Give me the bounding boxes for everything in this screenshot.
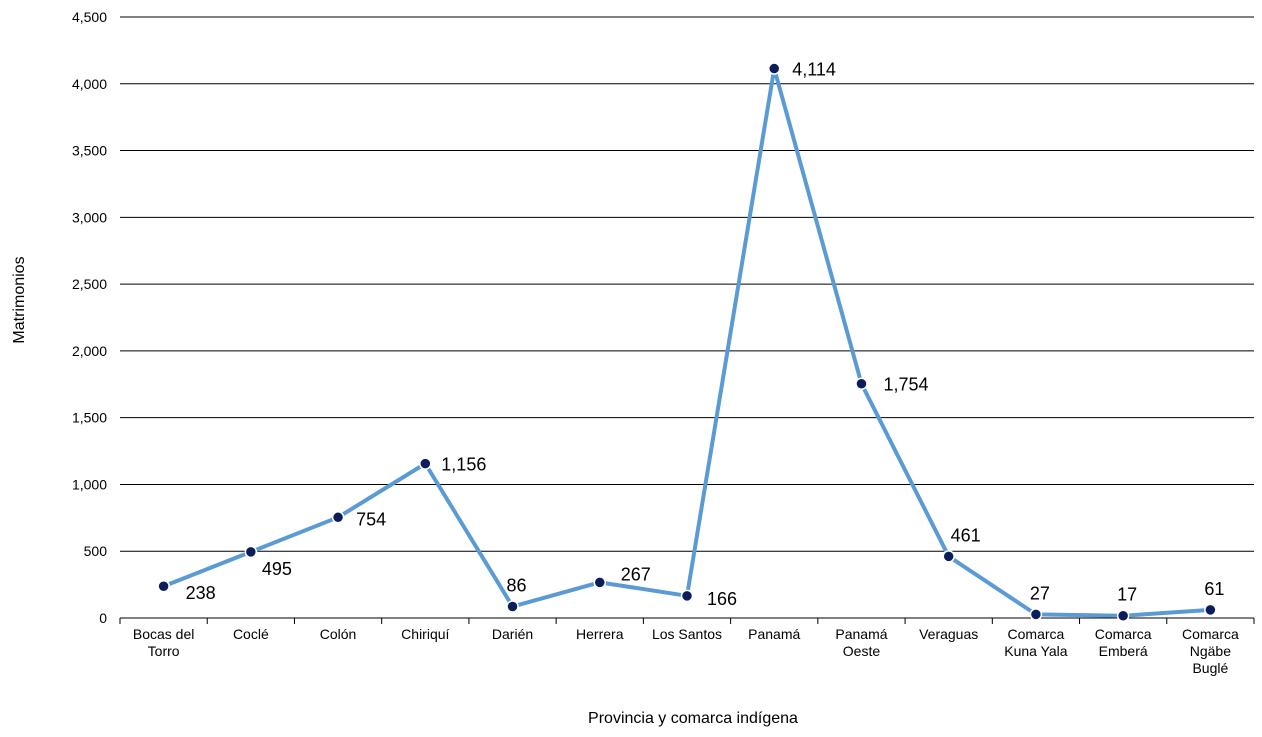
data-point	[1204, 603, 1217, 617]
x-tick-label: Comarca Ngäbe Buglé	[1182, 626, 1239, 676]
x-tick-label: Panamá	[748, 626, 800, 642]
data-point	[506, 600, 519, 613]
x-tick-label: Herrera	[576, 626, 624, 642]
x-tick-label: Colón	[320, 626, 357, 642]
data-label: 27	[1030, 583, 1050, 603]
x-tick-label: Bocas del Torro	[133, 626, 194, 659]
data-point	[331, 511, 345, 524]
y-tick-label: 2,000	[72, 343, 107, 359]
x-axis-label: Provincia y comarca indígena	[588, 710, 798, 727]
data-point	[1029, 608, 1043, 621]
data-point	[244, 545, 258, 559]
data-label: 754	[356, 509, 386, 529]
x-tick-label: Comarca Kuna Yala	[1004, 626, 1068, 659]
data-label: 4,114	[792, 60, 836, 80]
data-label: 238	[186, 583, 216, 603]
data-point	[1116, 609, 1130, 622]
data-label: 1,754	[883, 375, 928, 395]
x-tick-label: Los Santos	[652, 626, 722, 642]
y-tick-label: 500	[84, 543, 108, 559]
data-point	[767, 62, 781, 75]
data-label: 461	[951, 525, 981, 545]
data-label: 17	[1117, 585, 1137, 605]
data-label: 1,156	[441, 455, 486, 475]
data-label: 495	[262, 559, 292, 579]
data-labels: 238 495 754 1,156 86 267 166 4,114 1,754 461 27 17 6…	[186, 60, 1225, 609]
data-point	[419, 457, 432, 470]
data-point	[593, 576, 607, 589]
data-label: 61	[1204, 579, 1224, 599]
data-label: 267	[621, 564, 651, 584]
y-tick-label: 1,500	[72, 410, 107, 426]
y-tick-label: 0	[99, 610, 107, 626]
y-tick-label: 4,000	[72, 76, 107, 92]
axes	[119, 617, 1255, 624]
x-tick-labels: Bocas del Torro Coclé Colón Chiriquí Darién He…	[133, 626, 1239, 676]
data-point	[855, 377, 868, 390]
data-point	[157, 579, 170, 593]
data-label: 86	[507, 576, 527, 596]
x-tick-label: Coclé	[233, 626, 269, 642]
data-label: 166	[707, 589, 737, 609]
data-points	[157, 62, 1217, 622]
x-tick-label: Veraguas	[919, 626, 978, 642]
y-tick-label: 3,500	[72, 143, 107, 159]
x-tick-label: Darién	[492, 626, 533, 642]
y-tick-label: 2,500	[72, 276, 107, 292]
data-point	[942, 550, 955, 563]
data-point	[680, 589, 694, 603]
y-tick-label: 3,000	[72, 209, 107, 225]
y-axis-label: Matrimonios	[11, 256, 28, 343]
y-tick-labels: 0 500 1,000 1,500 2,000 2,500 3,000 3,500 4,000 4…	[72, 9, 107, 626]
x-tick-label: Chiriquí	[401, 626, 449, 642]
y-tick-label: 4,500	[72, 9, 107, 25]
gridlines	[120, 16, 1254, 552]
x-tick-label: Comarca Emberá	[1095, 626, 1152, 659]
x-tick-label: Panamá Oeste	[835, 626, 887, 659]
y-tick-label: 1,000	[72, 476, 107, 492]
